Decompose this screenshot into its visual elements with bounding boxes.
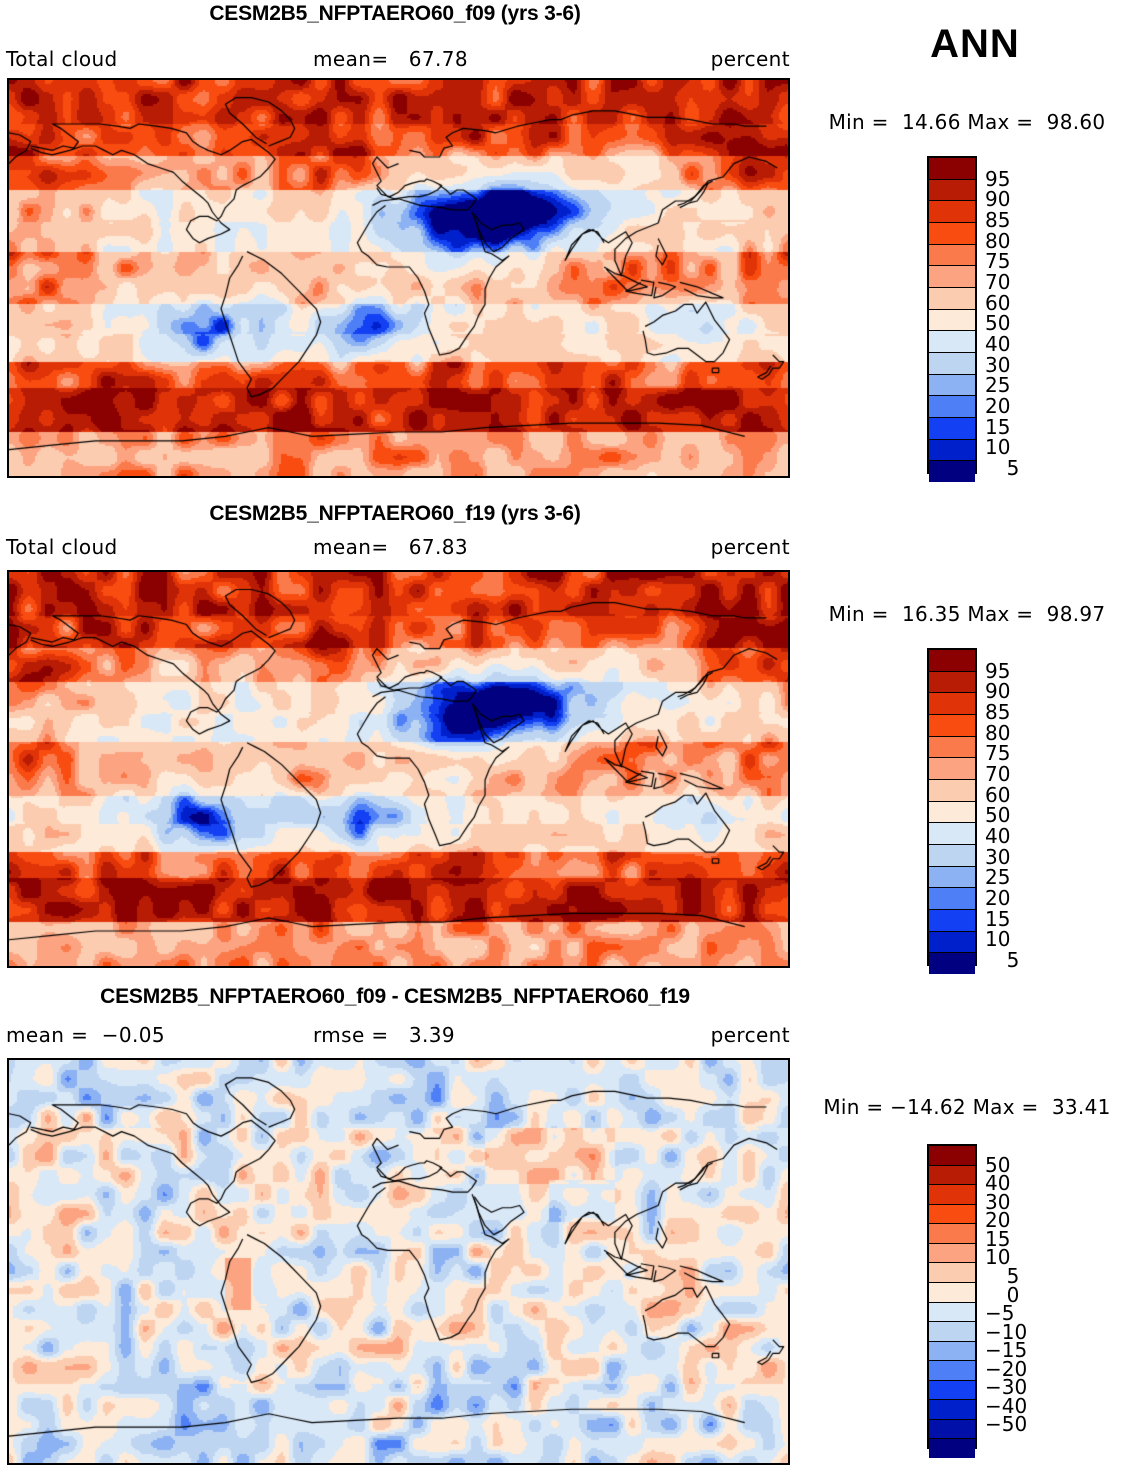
- colorbar-tick: 50: [985, 311, 1011, 336]
- colorbar-tick: 75: [985, 741, 1011, 766]
- colorbar-tick: −40: [985, 1393, 1028, 1418]
- colorbar-diff-swatches: [927, 1144, 977, 1458]
- colorbar-tick: 25: [985, 373, 1011, 398]
- colorbar-tick: 85: [985, 700, 1011, 724]
- panel-diff-subheader: mean = −0.05 rmse = 3.39 percent: [0, 1023, 790, 1047]
- panel-middle-minmax: Min = 16.35 Max = 98.97: [828, 602, 1106, 626]
- season-label: ANN: [930, 22, 1020, 66]
- panel-top-title: CESM2B5_NFPTAERO60_f09 (yrs 3-6): [209, 2, 581, 25]
- panel-diff-mean: mean = −0.05: [6, 1023, 166, 1047]
- panel-top-units: percent: [710, 47, 790, 71]
- colorbar-middle-labels: 95 90 85 80 75 70 60 50 40 30 25 20 15 10 5: [985, 648, 1045, 970]
- colorbar-tick: 60: [985, 782, 1011, 807]
- panel-top-variable: Total cloud: [6, 47, 118, 71]
- colorbar-tick: 80: [985, 228, 1011, 253]
- map-middle[interactable]: [7, 570, 790, 968]
- colorbar-tick: 10: [985, 927, 1011, 952]
- map-top-canvas: [9, 80, 788, 476]
- panel-top-mean: mean= 67.78: [313, 47, 469, 71]
- colorbar-tick: 10: [985, 435, 1011, 460]
- colorbar-tick: −50: [985, 1412, 1028, 1437]
- colorbar-tick: 40: [985, 332, 1011, 356]
- colorbar-top-swatches: [927, 156, 977, 482]
- colorbar-diff-labels: 50 40 30 20 15 10 5 0 −5 −10 −15 −20 −30 −40 −50: [985, 1144, 1045, 1449]
- colorbar-tick: 95: [985, 658, 1011, 683]
- colorbar-tick: −30: [985, 1375, 1028, 1400]
- colorbar-tick: 5: [1006, 948, 1020, 972]
- colorbar-tick: 40: [985, 824, 1011, 848]
- colorbar-tick: 90: [985, 187, 1011, 212]
- colorbar-tick: 25: [985, 865, 1011, 890]
- panel-diff-title: CESM2B5_NFPTAERO60_f09 - CESM2B5_NFPTAER…: [100, 985, 690, 1008]
- colorbar-tick: 90: [985, 679, 1011, 704]
- colorbar-tick: 5: [1006, 456, 1020, 480]
- map-diff-canvas: [9, 1060, 788, 1463]
- map-top[interactable]: [7, 78, 790, 478]
- colorbar-tick: 5: [1006, 1263, 1020, 1288]
- panel-middle-variable: Total cloud: [6, 535, 118, 559]
- colorbar-tick: 15: [985, 1226, 1011, 1251]
- panel-diff-rmse: rmse = 3.39: [313, 1023, 456, 1047]
- panel-middle-mean: mean= 67.83: [313, 535, 469, 559]
- colorbar-tick: 0: [1006, 1282, 1020, 1307]
- colorbar-tick: 70: [985, 270, 1011, 294]
- colorbar-tick: 20: [985, 1208, 1011, 1233]
- colorbar-tick: 15: [985, 906, 1011, 931]
- panel-middle-units: percent: [710, 535, 790, 559]
- colorbar-tick: 75: [985, 249, 1011, 274]
- colorbar-tick: 80: [985, 720, 1011, 745]
- colorbar-tick: 30: [985, 1189, 1011, 1214]
- panel-middle-title: CESM2B5_NFPTAERO60_f19 (yrs 3-6): [209, 502, 581, 525]
- map-middle-canvas: [9, 572, 788, 966]
- colorbar-tick: 20: [985, 886, 1011, 910]
- map-diff[interactable]: [7, 1058, 790, 1465]
- panel-middle-subheader: Total cloud mean= 67.83 percent: [0, 535, 790, 559]
- colorbar-tick: 20: [985, 394, 1011, 418]
- colorbar-tick: 40: [985, 1171, 1011, 1196]
- colorbar-tick: −10: [985, 1319, 1028, 1344]
- panel-diff-units: percent: [710, 1023, 790, 1047]
- colorbar-tick: 10: [985, 1245, 1011, 1270]
- colorbar-tick: 30: [985, 844, 1011, 869]
- panel-top-subheader: Total cloud mean= 67.78 percent: [0, 47, 790, 71]
- colorbar-middle-swatches: [927, 648, 977, 974]
- colorbar-tick: 85: [985, 208, 1011, 232]
- colorbar-tick: −20: [985, 1356, 1028, 1381]
- colorbar-top-labels: 95 90 85 80 75 70 60 50 40 30 25 20 15 10 5: [985, 156, 1045, 478]
- panel-diff-minmax: Min = −14.62 Max = 33.41: [823, 1095, 1111, 1119]
- colorbar-tick: 60: [985, 290, 1011, 315]
- colorbar-tick: 70: [985, 762, 1011, 786]
- colorbar-tick: 15: [985, 414, 1011, 439]
- panel-top-minmax: Min = 14.66 Max = 98.60: [828, 110, 1106, 134]
- colorbar-tick: 30: [985, 352, 1011, 377]
- colorbar-tick: 50: [985, 803, 1011, 828]
- colorbar-tick: 95: [985, 166, 1011, 191]
- colorbar-tick: 50: [985, 1152, 1011, 1177]
- colorbar-tick: −5: [985, 1301, 1015, 1326]
- colorbar-tick: −15: [985, 1338, 1028, 1363]
